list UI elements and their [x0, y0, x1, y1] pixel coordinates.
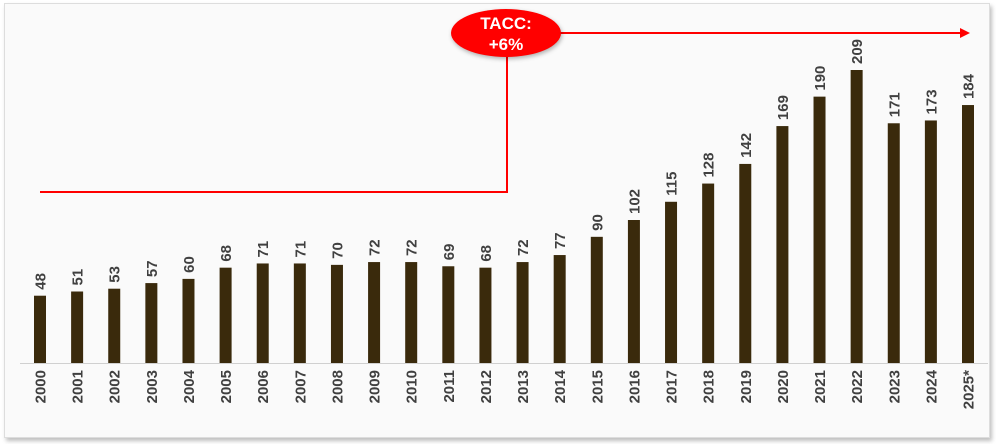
data-label: 171 — [886, 92, 903, 117]
bar-2019 — [739, 163, 752, 363]
data-label: 71 — [255, 241, 272, 258]
data-label: 128 — [701, 153, 718, 178]
x-tick-label: 2024 — [923, 369, 940, 403]
cagr-label-line1: TACC: — [480, 14, 532, 33]
cagr-bubble — [451, 9, 561, 57]
x-tick-label: 2012 — [478, 370, 495, 403]
bar-2021 — [813, 96, 826, 364]
data-label: 184 — [961, 73, 978, 99]
x-tick-label: 2018 — [701, 370, 718, 403]
x-tick-label: 2019 — [738, 370, 755, 403]
bar-2012 — [479, 267, 492, 363]
x-tick-label: 2014 — [552, 369, 569, 403]
data-label: 142 — [738, 133, 755, 158]
bar-2014 — [553, 255, 566, 363]
data-label: 115 — [664, 172, 681, 196]
data-label: 173 — [923, 89, 940, 114]
arrow-head-icon — [960, 28, 970, 38]
x-tick-label: 2016 — [626, 370, 643, 403]
bar-2023 — [887, 123, 900, 363]
x-tick-label: 2008 — [329, 370, 346, 403]
data-label: 57 — [144, 260, 161, 277]
data-label: 77 — [552, 232, 569, 249]
bar-2005 — [219, 267, 232, 363]
x-tick-label: 2017 — [664, 370, 681, 403]
bar-2013 — [516, 262, 529, 363]
chart-frame — [4, 3, 990, 438]
data-label: 90 — [589, 214, 606, 231]
bar-2008 — [330, 264, 343, 363]
data-label: 68 — [478, 245, 495, 262]
bar-2020 — [776, 126, 789, 363]
data-label: 68 — [218, 245, 235, 262]
data-label: 53 — [107, 266, 124, 283]
x-tick-label: 2006 — [255, 370, 272, 403]
x-tick-label: 2022 — [849, 370, 866, 403]
data-label: 72 — [404, 239, 421, 256]
data-label: 72 — [515, 239, 532, 256]
bar-2007 — [293, 263, 306, 363]
bar-2003 — [145, 283, 158, 363]
bar-2010 — [405, 262, 418, 363]
x-tick-label: 2025* — [961, 370, 978, 409]
data-label: 60 — [181, 256, 198, 273]
x-tick-label: 2021 — [812, 370, 829, 403]
data-label: 48 — [33, 273, 50, 290]
bar-2011 — [442, 266, 455, 363]
data-label: 71 — [292, 241, 309, 258]
x-tick-label: 2005 — [218, 370, 235, 403]
bar-2002 — [108, 288, 121, 363]
cagr-label-line2: +6% — [489, 35, 524, 54]
bar-2022 — [850, 70, 863, 363]
cagr-annotation: TACC: +6% — [40, 9, 970, 193]
x-tick-label: 2020 — [775, 370, 792, 403]
cagr-connector-line — [40, 52, 508, 193]
x-tick-label: 2023 — [886, 370, 903, 403]
x-tick-label: 2003 — [144, 370, 161, 403]
bar-2018 — [702, 183, 715, 363]
x-tick-label: 2001 — [70, 370, 87, 403]
data-label: 51 — [70, 269, 87, 286]
data-label: 190 — [812, 66, 829, 91]
x-tick-label: 2009 — [367, 370, 384, 403]
data-label: 102 — [626, 189, 643, 214]
bar-2000 — [34, 295, 46, 363]
x-tick-label: 2010 — [404, 370, 421, 403]
x-tick-label: 2004 — [181, 369, 198, 403]
bar-2009 — [368, 262, 381, 363]
x-tick-label: 2015 — [589, 370, 606, 403]
x-tick-label: 2011 — [441, 370, 458, 403]
x-tick-label: 2013 — [515, 370, 532, 403]
bar-2001 — [71, 291, 84, 363]
bar-2015 — [590, 236, 603, 363]
bar-2025* — [962, 105, 974, 363]
x-tick-label: 2007 — [292, 370, 309, 403]
data-label: 69 — [441, 244, 458, 261]
data-label: 209 — [849, 39, 866, 64]
data-label: 169 — [775, 95, 792, 120]
bar-2004 — [182, 278, 195, 363]
bar-2017 — [665, 201, 678, 363]
data-label: 72 — [367, 239, 384, 256]
bar-2024 — [924, 120, 937, 363]
data-label: 70 — [329, 242, 346, 259]
bar-2006 — [256, 263, 269, 363]
x-tick-label: 2000 — [33, 370, 50, 403]
x-tick-label: 2002 — [107, 370, 124, 403]
bar-2016 — [627, 220, 640, 363]
